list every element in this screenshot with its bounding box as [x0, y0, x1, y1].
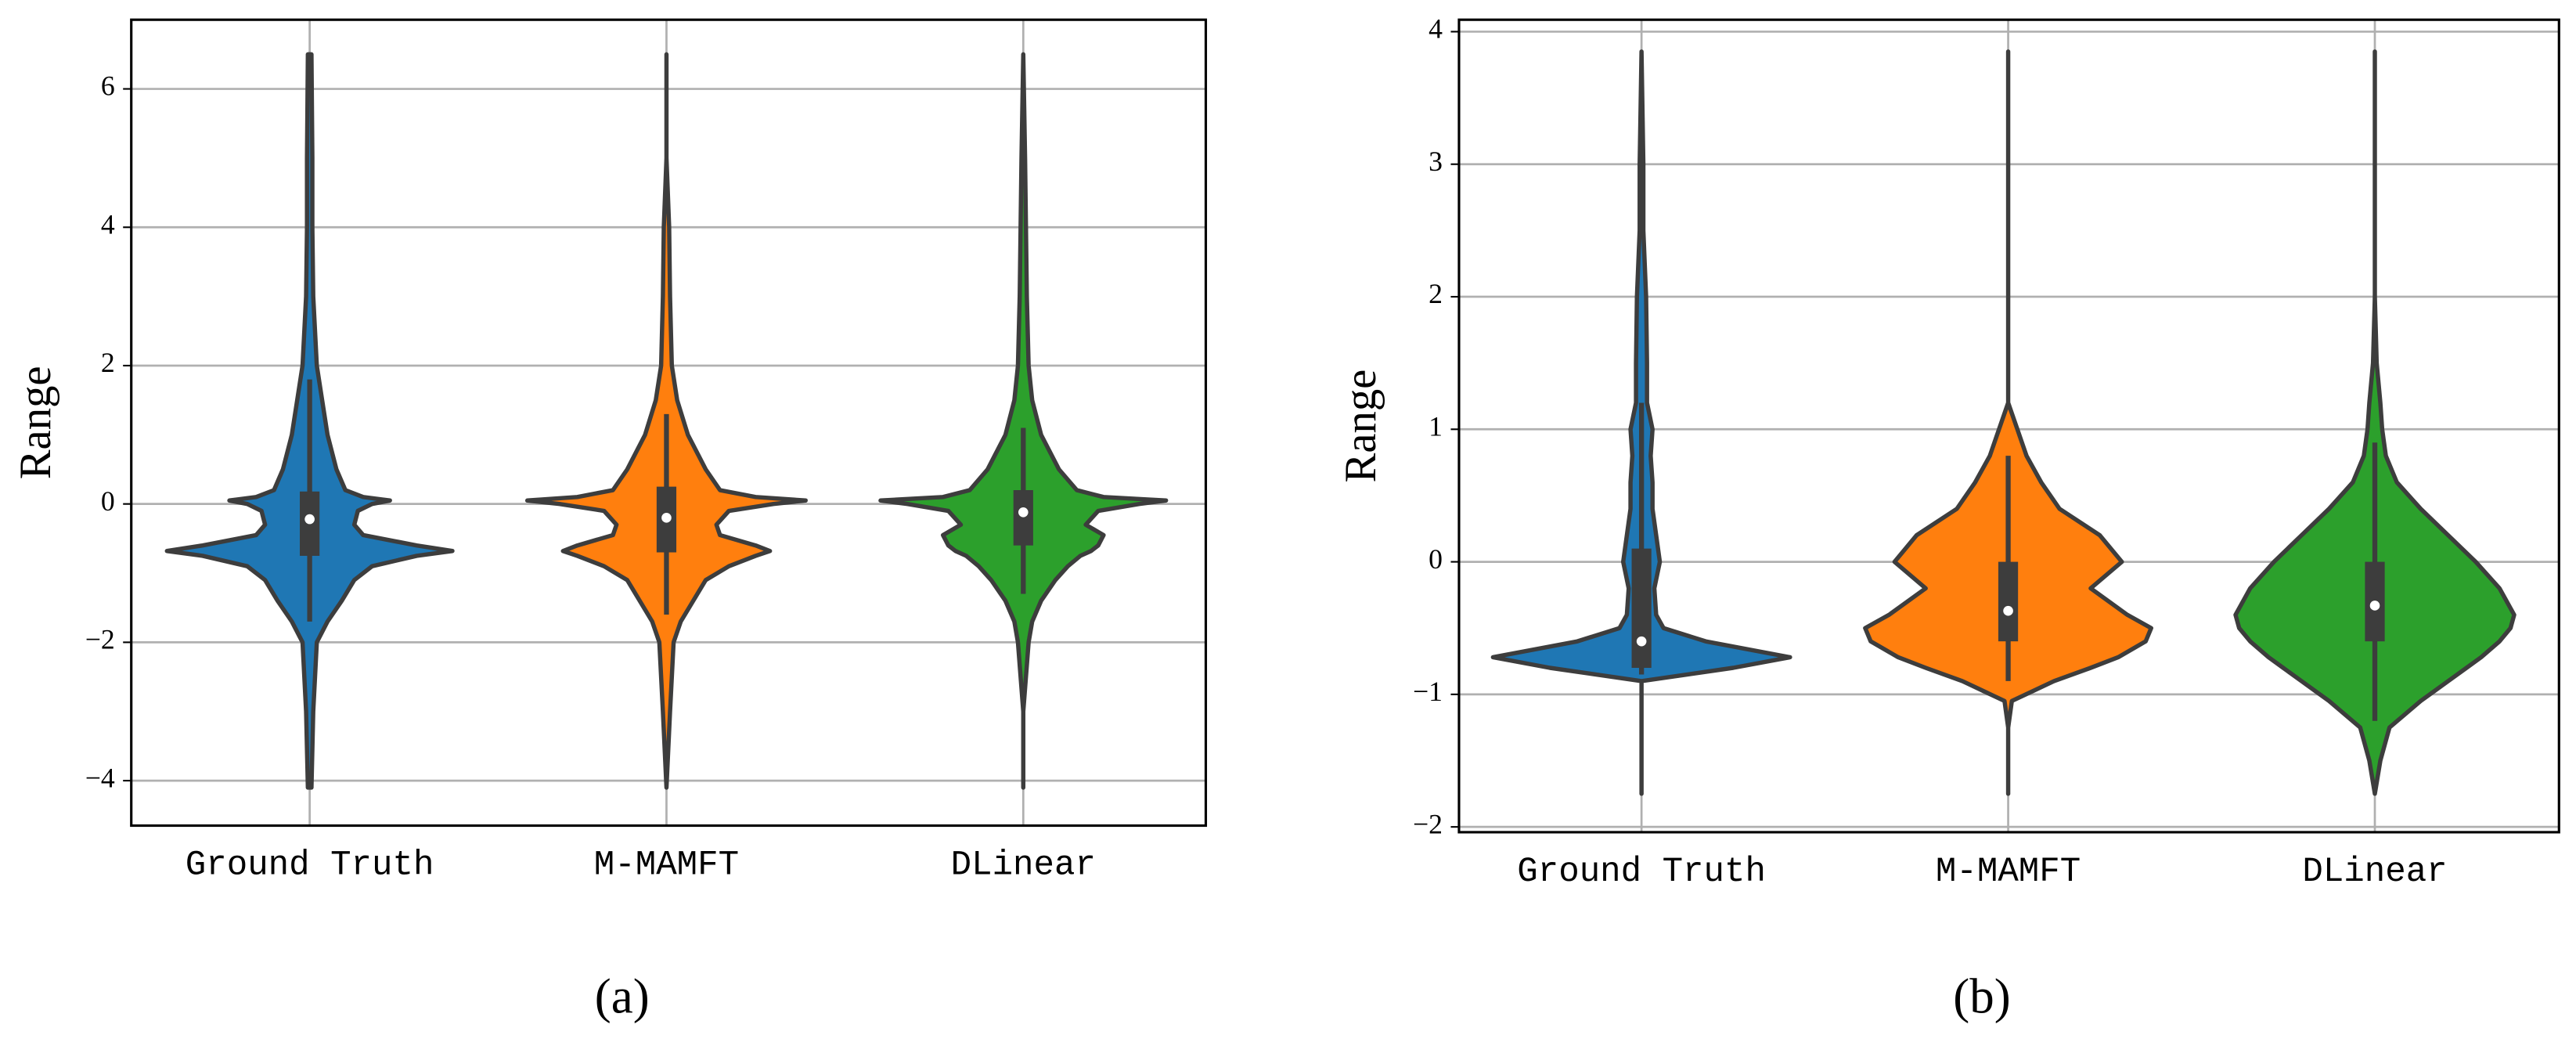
y-tick-label: 2 [101, 347, 115, 378]
caption: (a) [595, 969, 650, 1024]
x-tick-label: M-MAMFT [594, 846, 739, 885]
violin-body [878, 52, 1169, 790]
violin-body [2233, 49, 2517, 796]
chart-panel: −2 −1 0 1 2 3 4 Ground Truth M-MAMFT DLinear Range… [1336, 13, 2560, 1024]
y-tick-label: 0 [1429, 543, 1443, 575]
chart-panel: −4 −2 0 2 4 6 Ground Truth M-MAMFT DLinear Range (… [11, 18, 1208, 1024]
y-axis-label: Range [1336, 370, 1385, 483]
x-tick-label: DLinear [2302, 853, 2447, 892]
median-dot [661, 513, 672, 523]
median-dot [2369, 601, 2380, 611]
y-tick-label: 0 [101, 485, 115, 517]
y-tick-label: 4 [101, 208, 115, 240]
iqr-box [1631, 548, 1652, 669]
y-tick-label: −2 [85, 624, 115, 655]
y-tick-label: −4 [85, 762, 115, 793]
median-dot [2003, 605, 2013, 616]
y-tick-label: −1 [1413, 676, 1443, 707]
plot-frame [130, 18, 1208, 828]
y-tick-label: 3 [1429, 146, 1443, 177]
median-dot [1018, 507, 1029, 518]
median-dot [1636, 636, 1647, 647]
x-tick-label: M-MAMFT [1936, 853, 2081, 892]
plot-frame [1457, 18, 2560, 834]
y-tick-label: 2 [1429, 278, 1443, 309]
x-tick-label: DLinear [951, 846, 1096, 885]
y-tick-label: 1 [1429, 410, 1443, 442]
iqr-box [1998, 561, 2019, 642]
y-tick-label: −2 [1413, 808, 1443, 839]
y-axis-label: Range [11, 366, 60, 479]
caption: (b) [1953, 969, 2010, 1024]
y-tick-label: 4 [1429, 13, 1443, 45]
x-tick-label: Ground Truth [1517, 853, 1766, 892]
violin-body [1863, 49, 2153, 796]
median-dot [304, 514, 315, 525]
y-tick-label: 6 [101, 70, 115, 102]
iqr-box [1013, 490, 1033, 546]
x-tick-label: Ground Truth [186, 846, 434, 885]
